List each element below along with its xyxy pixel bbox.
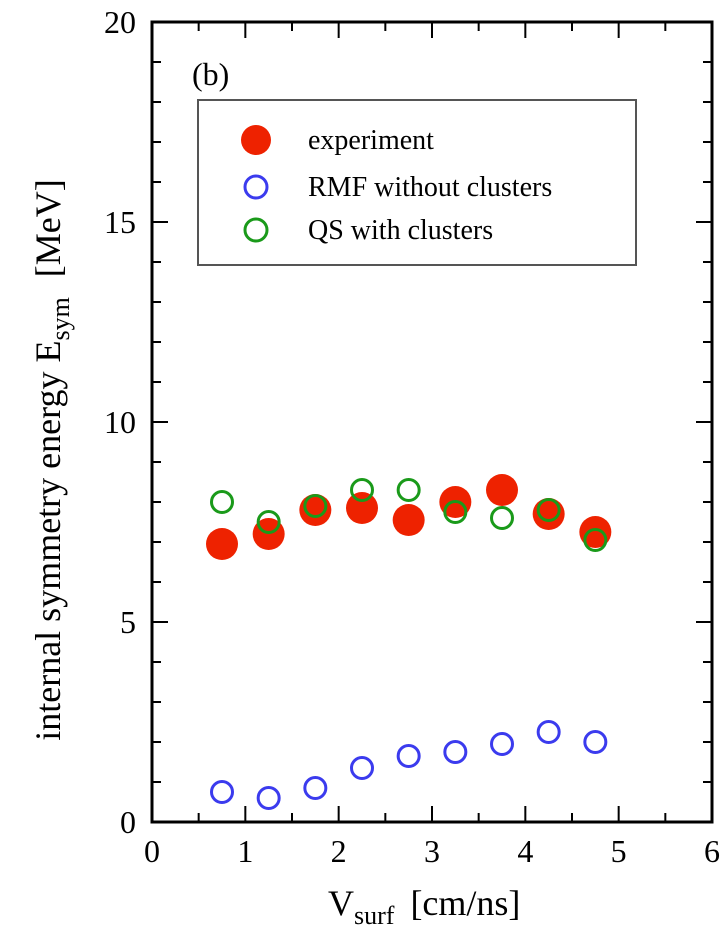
x-tick-label: 1 bbox=[237, 833, 253, 869]
x-tick-label: 6 bbox=[704, 833, 720, 869]
point-qs-with-clusters bbox=[536, 498, 561, 522]
point-qs-with-clusters bbox=[256, 510, 281, 534]
point-rmf-without-clusters bbox=[303, 776, 328, 800]
point-rmf-without-clusters bbox=[536, 720, 561, 744]
legend-label: RMF without clusters bbox=[308, 172, 552, 203]
y-axis-label-main: internal symmetry energy E bbox=[28, 341, 68, 741]
y-tick-label: 0 bbox=[120, 804, 136, 840]
legend-marker-qs-with-clusters bbox=[243, 217, 269, 243]
point-experiment bbox=[579, 516, 612, 548]
axis-ticks bbox=[152, 22, 712, 822]
x-tick-label: 2 bbox=[331, 833, 347, 869]
y-tick-label: 10 bbox=[104, 404, 136, 440]
legend-marker-experiment bbox=[241, 125, 271, 155]
y-axis-label-unit: [MeV] bbox=[28, 179, 68, 277]
point-qs-with-clusters bbox=[583, 528, 608, 552]
point-qs-with-clusters bbox=[350, 478, 374, 502]
x-axis-label-unit: [cm/ns] bbox=[410, 883, 520, 923]
legend-label: QS with clusters bbox=[308, 215, 493, 246]
point-rmf-without-clusters bbox=[396, 744, 421, 768]
y-tick-label: 5 bbox=[120, 604, 136, 640]
point-experiment bbox=[346, 492, 378, 524]
point-qs-with-clusters bbox=[210, 490, 234, 514]
legend: experiment RMF without clusters QS with cl… bbox=[197, 99, 637, 266]
x-tick-label: 5 bbox=[611, 833, 627, 869]
x-axis-label: Vsurf [cm/ns] bbox=[328, 883, 520, 930]
legend-marker-rmf-without-clusters bbox=[243, 174, 269, 200]
point-qs-with-clusters bbox=[396, 478, 421, 502]
point-rmf-without-clusters bbox=[256, 786, 281, 810]
point-qs-with-clusters bbox=[443, 500, 468, 524]
point-experiment bbox=[532, 498, 565, 530]
legend-label: experiment bbox=[308, 125, 434, 156]
point-rmf-without-clusters bbox=[350, 756, 374, 780]
x-tick-label: 4 bbox=[517, 833, 533, 869]
y-tick-label: 15 bbox=[104, 204, 136, 240]
point-qs-with-clusters bbox=[303, 494, 328, 518]
y-tick-label: 20 bbox=[104, 4, 136, 40]
point-rmf-without-clusters bbox=[210, 780, 234, 804]
y-axis-label-sub: sym bbox=[46, 297, 75, 340]
x-tick-label: 3 bbox=[424, 833, 440, 869]
y-axis-label: internal symmetry energy Esym [MeV] bbox=[28, 179, 75, 741]
point-experiment bbox=[486, 474, 518, 506]
point-experiment bbox=[392, 504, 425, 536]
data-points bbox=[206, 474, 612, 810]
point-qs-with-clusters bbox=[490, 506, 514, 530]
point-rmf-without-clusters bbox=[583, 730, 608, 754]
panel-label: (b) bbox=[192, 56, 229, 92]
point-rmf-without-clusters bbox=[443, 740, 468, 764]
x-axis-label-sub: surf bbox=[354, 901, 395, 930]
x-tick-label: 0 bbox=[144, 833, 160, 869]
x-axis-label-main: V bbox=[328, 883, 354, 923]
point-experiment bbox=[299, 494, 332, 526]
point-rmf-without-clusters bbox=[490, 732, 514, 756]
point-experiment bbox=[206, 528, 238, 560]
tick-labels: 0 1 2 3 4 5 6 0 5 10 15 20 bbox=[104, 4, 720, 869]
legend-box bbox=[197, 99, 637, 266]
